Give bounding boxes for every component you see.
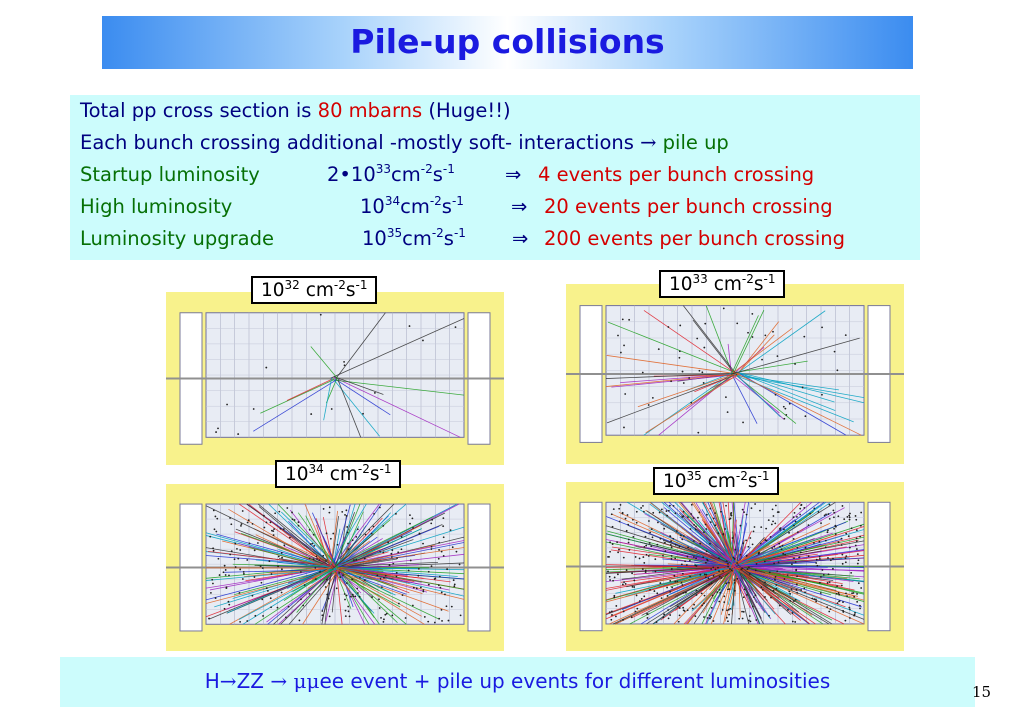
implies-arrow-icon: ⇒ xyxy=(511,195,528,218)
page-title: Pile-up collisions xyxy=(350,22,665,61)
high-luminosity-value: 1034cm-2s-1 xyxy=(360,194,464,218)
startup-label: Startup luminosity xyxy=(80,163,260,186)
luminosity-label: 1032 cm-2s-1 xyxy=(251,276,378,304)
upgrade-result: 200 events per bunch crossing xyxy=(544,227,845,250)
info-line-startup: Startup luminosity 2•1033cm-2s-1 ⇒ 4 eve… xyxy=(80,163,814,187)
caption-box: H→ZZ → μμee event + pile up events for d… xyxy=(60,657,975,707)
event-display-image xyxy=(566,501,904,632)
event-display-image xyxy=(166,312,504,445)
right-arrow-icon: → xyxy=(640,131,657,154)
high-result: 20 events per bunch crossing xyxy=(544,195,833,218)
cross-section-value: 80 mbarns xyxy=(317,99,423,122)
pileup-label: pile up xyxy=(656,131,729,154)
cross-section-note: (Huge!!) xyxy=(422,99,511,122)
event-display-image xyxy=(166,503,504,632)
event-display-panel xyxy=(166,292,504,465)
event-display-panel xyxy=(566,284,904,464)
luminosity-label: 1033 cm-2s-1 xyxy=(659,270,786,298)
info-line-cross-section: Total pp cross section is 80 mbarns (Hug… xyxy=(80,99,511,123)
luminosity-label: 1034 cm-2s-1 xyxy=(275,460,402,488)
upgrade-label: Luminosity upgrade xyxy=(80,227,275,250)
startup-luminosity-value: 2•1033cm-2s-1 xyxy=(327,162,455,186)
right-arrow-icon: → xyxy=(219,669,237,693)
luminosity-label: 1035 cm-2s-1 xyxy=(653,467,780,495)
event-display-panel xyxy=(166,484,504,651)
high-label: High luminosity xyxy=(80,195,233,218)
info-line-high: High luminosity 1034cm-2s-1 ⇒ 20 events … xyxy=(80,195,833,219)
implies-arrow-icon: ⇒ xyxy=(505,163,522,186)
info-box: Total pp cross section is 80 mbarns (Hug… xyxy=(70,95,920,260)
title-banner: Pile-up collisions xyxy=(102,16,913,69)
page-number: 15 xyxy=(972,683,992,701)
startup-result: 4 events per bunch crossing xyxy=(538,163,815,186)
upgrade-luminosity-value: 1035cm-2s-1 xyxy=(362,226,466,250)
pileup-text: Each bunch crossing additional -mostly s… xyxy=(80,131,641,154)
info-line-pileup: Each bunch crossing additional -mostly s… xyxy=(80,131,729,155)
implies-arrow-icon: ⇒ xyxy=(512,227,529,250)
event-display-image xyxy=(566,305,904,443)
caption-text: H→ZZ → μμee event + pile up events for d… xyxy=(204,669,831,693)
right-arrow-icon: → xyxy=(270,669,288,693)
cross-section-label: Total pp cross section is xyxy=(80,99,318,122)
info-line-upgrade: Luminosity upgrade 1035cm-2s-1 ⇒ 200 eve… xyxy=(80,227,845,251)
event-display-panel xyxy=(566,482,904,651)
